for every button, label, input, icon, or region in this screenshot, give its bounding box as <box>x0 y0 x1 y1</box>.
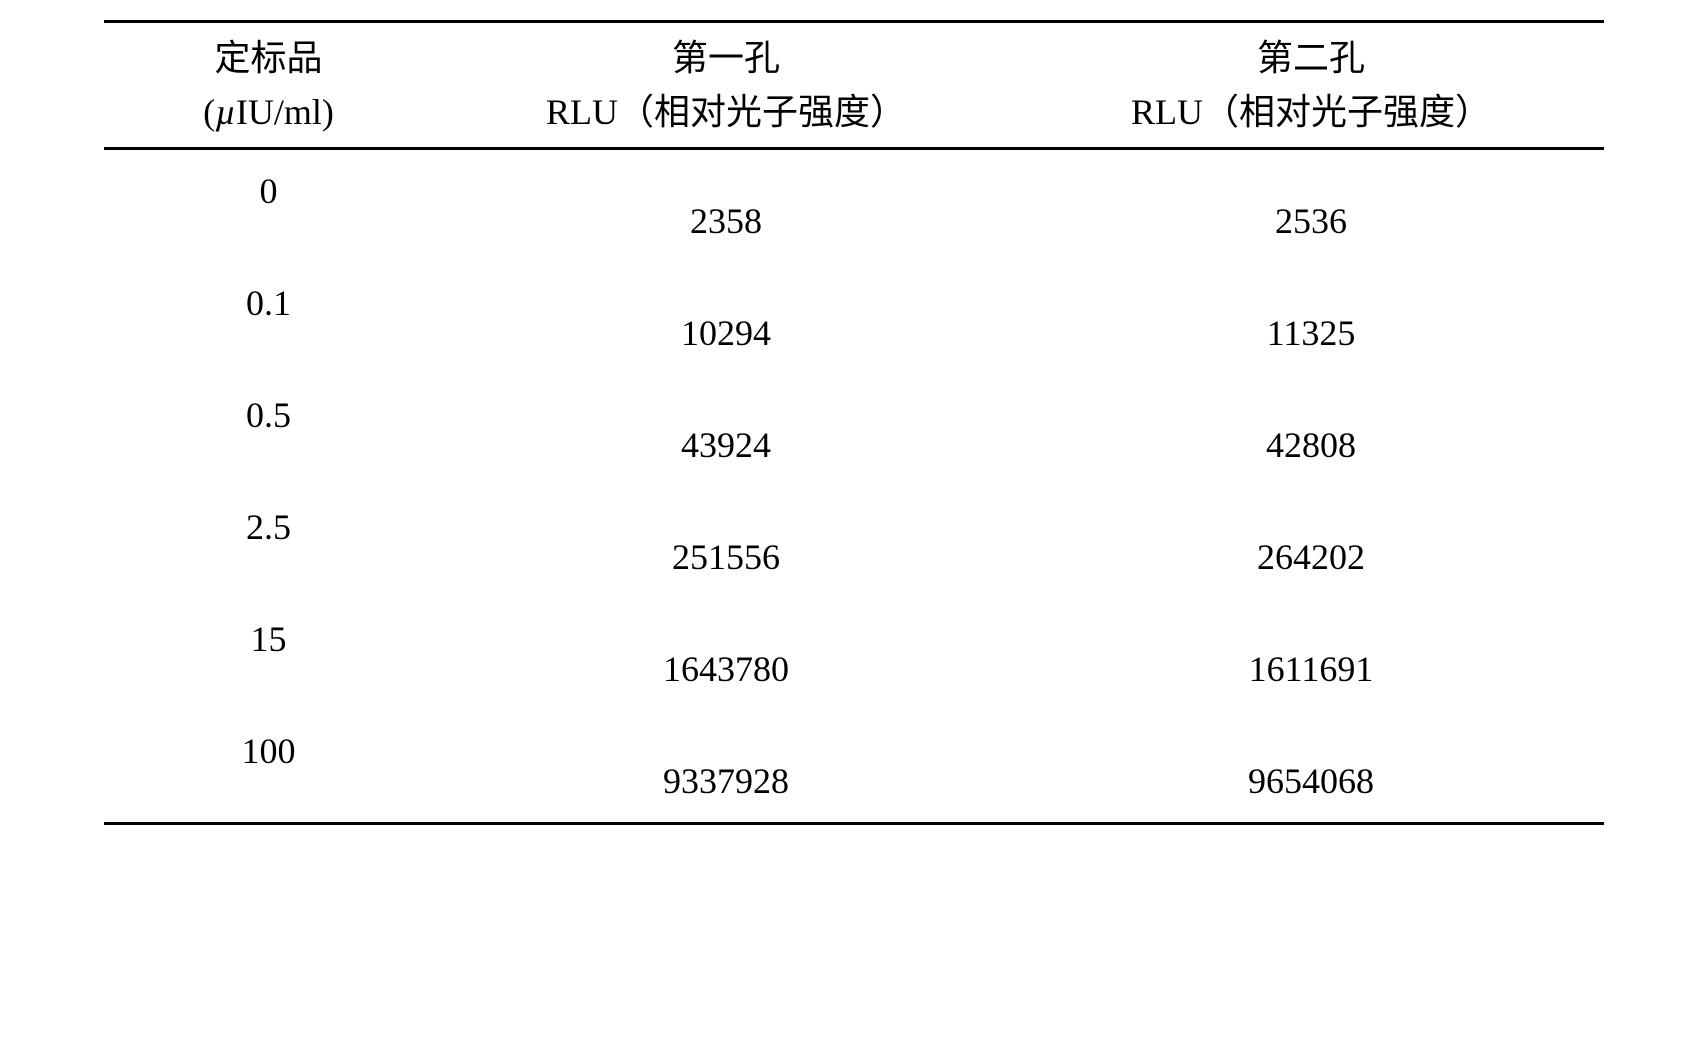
cell-calibrator: 0.5 <box>104 374 434 486</box>
header-row: 定标品 (µIU/ml) 第一孔 RLU（相对光子强度） 第二孔 RLU（相对光… <box>104 22 1604 149</box>
header-col2-open: （ <box>618 92 654 132</box>
cell-well1: 2358 <box>434 149 1019 263</box>
table-row: 0.5 43924 42808 <box>104 374 1604 486</box>
table-body: 0 2358 2536 0.1 10294 11325 0.5 43924 42… <box>104 149 1604 824</box>
table-row: 2.5 251556 264202 <box>104 486 1604 598</box>
cell-well2: 2536 <box>1019 149 1604 263</box>
header-col-well2: 第二孔 RLU（相对光子强度） <box>1019 22 1604 149</box>
header-col1-line2-open: ( <box>203 92 215 132</box>
cell-well1: 9337928 <box>434 710 1019 824</box>
cell-well1: 1643780 <box>434 598 1019 710</box>
header-col2-cjk: 相对光子强度 <box>654 92 870 132</box>
cell-well1: 43924 <box>434 374 1019 486</box>
cell-well1: 251556 <box>434 486 1019 598</box>
header-col1-unit-rest: IU/ml <box>236 92 322 132</box>
header-col-calibrator: 定标品 (µIU/ml) <box>104 22 434 149</box>
header-col2-rlu: RLU <box>546 92 618 132</box>
table-row: 100 9337928 9654068 <box>104 710 1604 824</box>
header-col1-unit-mu: µ <box>215 92 236 132</box>
header-col3-open: （ <box>1203 92 1239 132</box>
cell-well2: 1611691 <box>1019 598 1604 710</box>
header-col2-line1: 第一孔 <box>454 31 999 85</box>
cell-calibrator: 100 <box>104 710 434 824</box>
header-col3-close: ） <box>1455 92 1491 132</box>
table-row: 0 2358 2536 <box>104 149 1604 263</box>
cell-well2: 42808 <box>1019 374 1604 486</box>
cell-well2: 9654068 <box>1019 710 1604 824</box>
table-row: 0.1 10294 11325 <box>104 262 1604 374</box>
table-header: 定标品 (µIU/ml) 第一孔 RLU（相对光子强度） 第二孔 RLU（相对光… <box>104 22 1604 149</box>
header-col1-line2: (µIU/ml) <box>124 85 414 139</box>
cell-well2: 264202 <box>1019 486 1604 598</box>
cell-calibrator: 0 <box>104 149 434 263</box>
header-col-well1: 第一孔 RLU（相对光子强度） <box>434 22 1019 149</box>
cell-calibrator: 2.5 <box>104 486 434 598</box>
cell-well1: 10294 <box>434 262 1019 374</box>
header-col2-close: ） <box>870 92 906 132</box>
header-col3-line2: RLU（相对光子强度） <box>1039 85 1584 139</box>
header-col1-line1: 定标品 <box>124 31 414 85</box>
cell-calibrator: 15 <box>104 598 434 710</box>
cell-well2: 11325 <box>1019 262 1604 374</box>
header-col1-line2-close: ) <box>322 92 334 132</box>
cell-calibrator: 0.1 <box>104 262 434 374</box>
table-row: 15 1643780 1611691 <box>104 598 1604 710</box>
header-col3-cjk: 相对光子强度 <box>1239 92 1455 132</box>
calibration-data-table: 定标品 (µIU/ml) 第一孔 RLU（相对光子强度） 第二孔 RLU（相对光… <box>104 20 1604 825</box>
header-col3-rlu: RLU <box>1131 92 1203 132</box>
data-table-container: 定标品 (µIU/ml) 第一孔 RLU（相对光子强度） 第二孔 RLU（相对光… <box>104 20 1604 825</box>
header-col3-line1: 第二孔 <box>1039 31 1584 85</box>
header-col2-line2: RLU（相对光子强度） <box>454 85 999 139</box>
